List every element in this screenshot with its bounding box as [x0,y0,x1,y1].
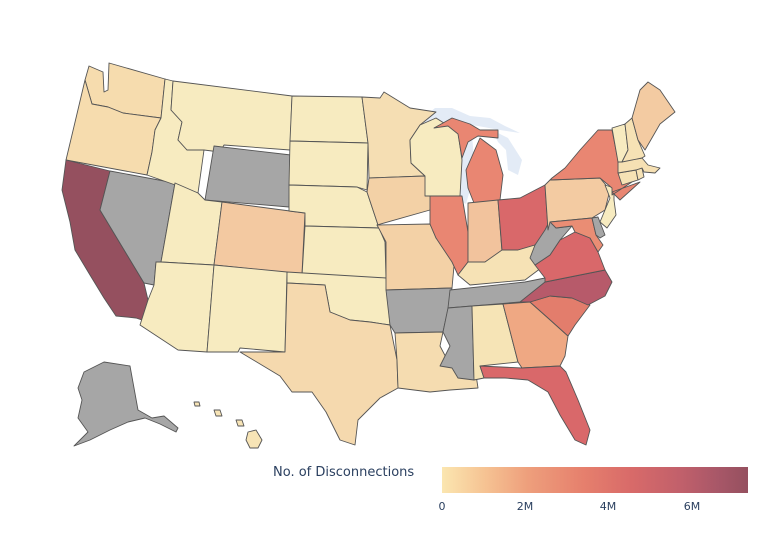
state-SD[interactable] [288,140,369,191]
state-NM[interactable] [206,264,288,353]
lake-superior [423,108,520,133]
state-FL[interactable] [479,365,591,446]
state-ME[interactable] [631,81,676,151]
state-DE[interactable] [591,216,606,239]
state-AR[interactable] [385,287,453,334]
state-HI-kauai[interactable] [193,401,201,407]
state-WI[interactable] [409,117,463,197]
state-HI-oahu[interactable] [213,409,223,417]
state-WY[interactable] [204,145,292,208]
state-AK[interactable] [73,361,179,447]
state-TX[interactable] [239,282,399,446]
colorbar-tick: 0 [438,500,446,513]
state-KY[interactable] [457,244,546,286]
state-MT[interactable] [170,80,293,153]
colorbar-title: No. of Disconnections [273,465,415,480]
state-MI[interactable] [433,117,504,204]
state-HI[interactable] [245,429,263,449]
state-ND[interactable] [289,95,369,144]
state-HI-maui[interactable] [235,419,245,427]
state-KS[interactable] [301,225,387,279]
colorbar-tick: 6M [683,500,701,513]
state-CO[interactable] [213,201,306,275]
colorbar-tick: 2M [516,500,534,513]
colorbar-tick: 4M [599,500,617,513]
state-MA[interactable] [617,157,661,174]
state-IN[interactable] [467,199,503,263]
lake-huron [492,130,522,175]
colorbar [442,467,748,493]
